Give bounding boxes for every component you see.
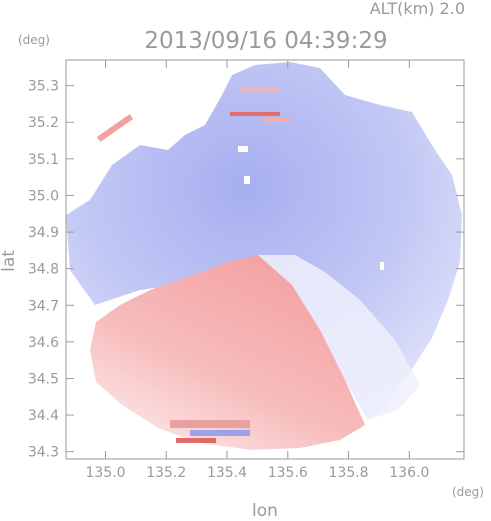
neutral-echo-region bbox=[258, 255, 420, 420]
y-axis-unit: (deg) bbox=[18, 33, 50, 47]
y-tick-label: 35.3 bbox=[28, 79, 59, 95]
x-tick-label: 135.0 bbox=[85, 465, 125, 481]
y-axis-label: lat bbox=[0, 250, 19, 272]
y-tick-label: 35.2 bbox=[28, 115, 59, 131]
x-tick-label: 135.4 bbox=[207, 465, 247, 481]
plot-frame bbox=[65, 59, 465, 460]
y-tick-label: 34.4 bbox=[28, 408, 59, 424]
y-tick-label: 34.9 bbox=[28, 225, 59, 241]
y-tick-label: 34.6 bbox=[28, 335, 59, 351]
y-tick-label: 35.1 bbox=[28, 152, 59, 168]
x-tick-label: 136.0 bbox=[389, 465, 429, 481]
y-tick-label: 34.3 bbox=[28, 445, 59, 461]
x-tick-label: 135.8 bbox=[329, 465, 369, 481]
clutter-speckles bbox=[96, 88, 384, 443]
y-axis-ticks: 34.3 34.4 34.5 34.6 34.7 34.8 34.9 35.0 35.1 35.2… bbox=[28, 79, 464, 461]
chart-title: 2013/09/16 04:39:29 bbox=[144, 28, 387, 54]
plot-field bbox=[66, 62, 462, 450]
receding-echo-region bbox=[90, 255, 365, 450]
x-axis-unit: (deg) bbox=[452, 485, 484, 499]
x-tick-label: 135.2 bbox=[146, 465, 186, 481]
x-tick-label: 135.6 bbox=[268, 465, 308, 481]
y-tick-label: 34.8 bbox=[28, 262, 59, 278]
y-tick-label: 34.7 bbox=[28, 298, 59, 314]
y-tick-label: 35.0 bbox=[28, 188, 59, 204]
x-axis-ticks: 135.0 135.2 135.4 135.6 135.8 136.0 bbox=[85, 60, 429, 481]
altitude-label: ALT(km) 2.0 bbox=[370, 0, 465, 18]
y-tick-label: 34.5 bbox=[28, 371, 59, 387]
x-axis-label: lon bbox=[252, 501, 278, 521]
